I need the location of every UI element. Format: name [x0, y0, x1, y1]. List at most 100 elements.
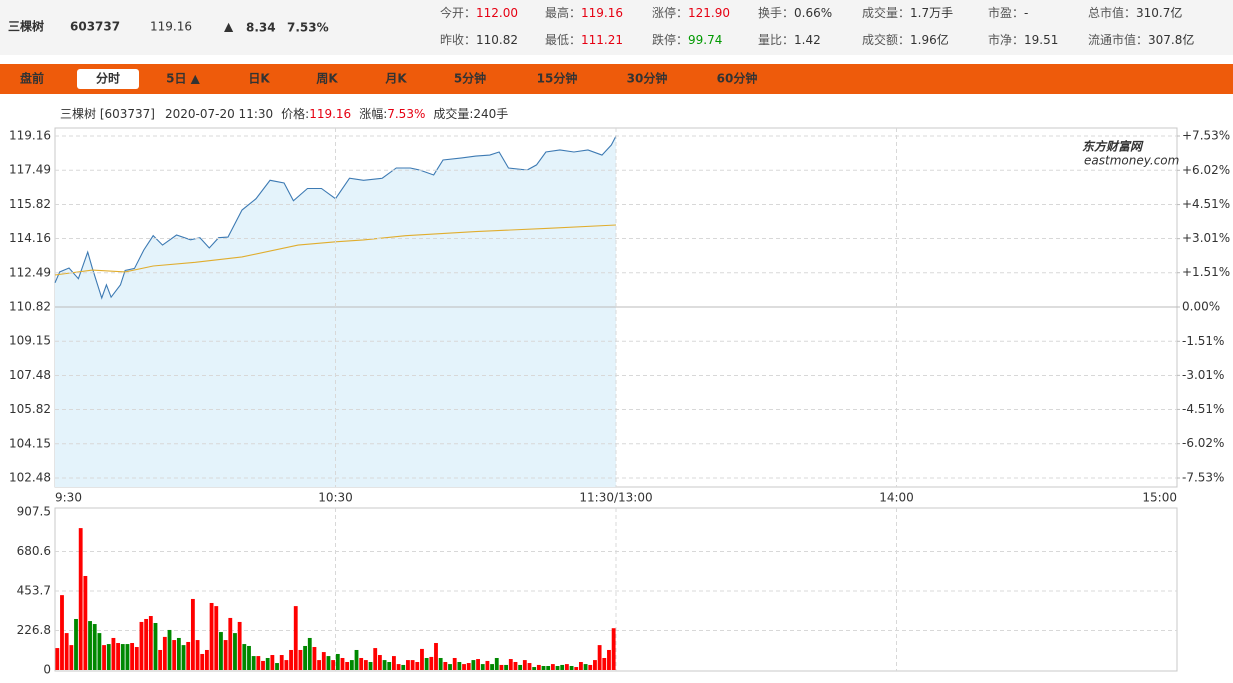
y2-tick-label: +3.01% [1182, 231, 1230, 245]
volume-bar [340, 657, 345, 670]
price-arrow: ▲ [224, 20, 234, 34]
volume-bar [377, 655, 382, 670]
volume-bar [602, 657, 607, 670]
volume-bar [354, 649, 359, 670]
tab[interactable]: 60分钟 [717, 71, 758, 86]
volume-bar [607, 649, 611, 670]
info-pct: 7.53% [387, 107, 425, 121]
stat: 最高：119.16 [545, 5, 623, 20]
volume-bar [434, 643, 438, 670]
volume-bar [583, 664, 588, 670]
volume-bar [560, 664, 565, 670]
average-line [54, 224, 617, 276]
tab[interactable]: 日K [248, 72, 270, 86]
tab-active-bg [77, 69, 139, 89]
volume-bar [181, 645, 186, 670]
volume-bar [270, 655, 275, 670]
volume-bar [293, 606, 298, 670]
volume-bar [158, 649, 163, 670]
volume-bar [410, 660, 415, 670]
stat-value: 1.96亿 [910, 32, 949, 47]
volume-bar [195, 640, 200, 670]
tab[interactable]: 月K [384, 72, 407, 86]
volume-bar [401, 664, 406, 670]
volume-bar [279, 655, 284, 670]
y2-tick-label: 0.00% [1182, 300, 1220, 314]
volume-bar [494, 657, 499, 670]
y-tick-label: 109.15 [9, 334, 51, 348]
price-line [54, 135, 617, 300]
stock-name: 三棵树 [8, 19, 44, 34]
stat: 昨收：110.82 [440, 33, 518, 47]
tab[interactable]: 盘前 [20, 71, 44, 86]
volume-bar [579, 661, 583, 670]
price-change-pct: 7.53% [287, 21, 329, 35]
x-tick-label: 15:00 [1142, 491, 1177, 505]
volume-bar [144, 618, 149, 670]
volume-bar [78, 528, 83, 670]
volume-bar [476, 659, 480, 670]
y-tick-label: 226.8 [17, 623, 51, 637]
volume-bar [228, 617, 233, 670]
stat: 成交额：1.96亿 [862, 32, 949, 47]
tab[interactable]: 分时 [96, 71, 120, 86]
volume-bar [564, 664, 569, 670]
info-datetime: 2020-07-20 11:30 [165, 107, 273, 121]
x-tick-label: 11:30/13:00 [579, 491, 652, 505]
volume-bar [597, 645, 602, 670]
volume-bar [60, 595, 64, 670]
volume-bar [284, 660, 289, 670]
volume-bar [116, 643, 121, 670]
volume-bar [130, 643, 135, 670]
volume-bar [359, 657, 364, 670]
x-tick-label: 9:30 [55, 491, 82, 505]
info-pct-label: 涨幅: [359, 106, 387, 121]
volume-bar [190, 598, 195, 670]
volume-bar [261, 660, 265, 670]
stat-label: 最高： [545, 5, 581, 20]
stat-value: 112.00 [476, 6, 518, 20]
volume-bar [88, 621, 92, 670]
y-tick-label: 907.5 [17, 505, 51, 519]
volume-bar [406, 660, 410, 670]
volume-bar [541, 665, 546, 670]
tab[interactable]: 30分钟 [627, 71, 668, 86]
y-tick-label: 114.16 [9, 231, 51, 245]
volume-bar [574, 667, 579, 670]
y2-tick-label: +1.51% [1182, 265, 1230, 279]
volume-bar [265, 657, 270, 670]
volume-bar [420, 648, 424, 670]
y2-tick-label: -7.53% [1182, 471, 1224, 485]
tab[interactable]: 5分钟 [454, 71, 486, 86]
info-name-code: 三棵树 [603737] [60, 106, 155, 121]
stat-value: 1.42 [794, 33, 821, 47]
stat-value: 0.66% [794, 6, 832, 20]
volume-bar [148, 616, 153, 670]
stat-value: 307.8亿 [1148, 32, 1194, 47]
y2-tick-label: +7.53% [1182, 129, 1230, 143]
volume-bar [424, 657, 429, 670]
stat-label: 总市值： [1088, 5, 1136, 20]
y-tick-label: 104.15 [9, 436, 51, 450]
volume-bar [331, 660, 336, 670]
volume-bar [396, 664, 401, 670]
volume-bar [97, 633, 102, 670]
tab[interactable]: 5日 ▲ [166, 72, 201, 86]
stat: 流通市值：307.8亿 [1088, 32, 1194, 47]
y-tick-label: 117.49 [9, 163, 51, 177]
volume-bar [69, 645, 74, 670]
stat-value: 1.7万手 [910, 6, 953, 20]
volume-bar [457, 661, 462, 670]
tab[interactable]: 周K [316, 72, 338, 86]
volume-bar [139, 621, 144, 670]
y2-tick-label: -1.51% [1182, 334, 1224, 348]
volume-bar [363, 660, 368, 670]
y-tick-label: 107.48 [9, 368, 51, 382]
volume-bar [186, 641, 191, 670]
volume-bar [134, 647, 139, 670]
tab[interactable]: 15分钟 [537, 71, 578, 86]
volume-bar [349, 660, 354, 670]
volume-bar [74, 618, 78, 670]
volume-bar [233, 633, 237, 670]
